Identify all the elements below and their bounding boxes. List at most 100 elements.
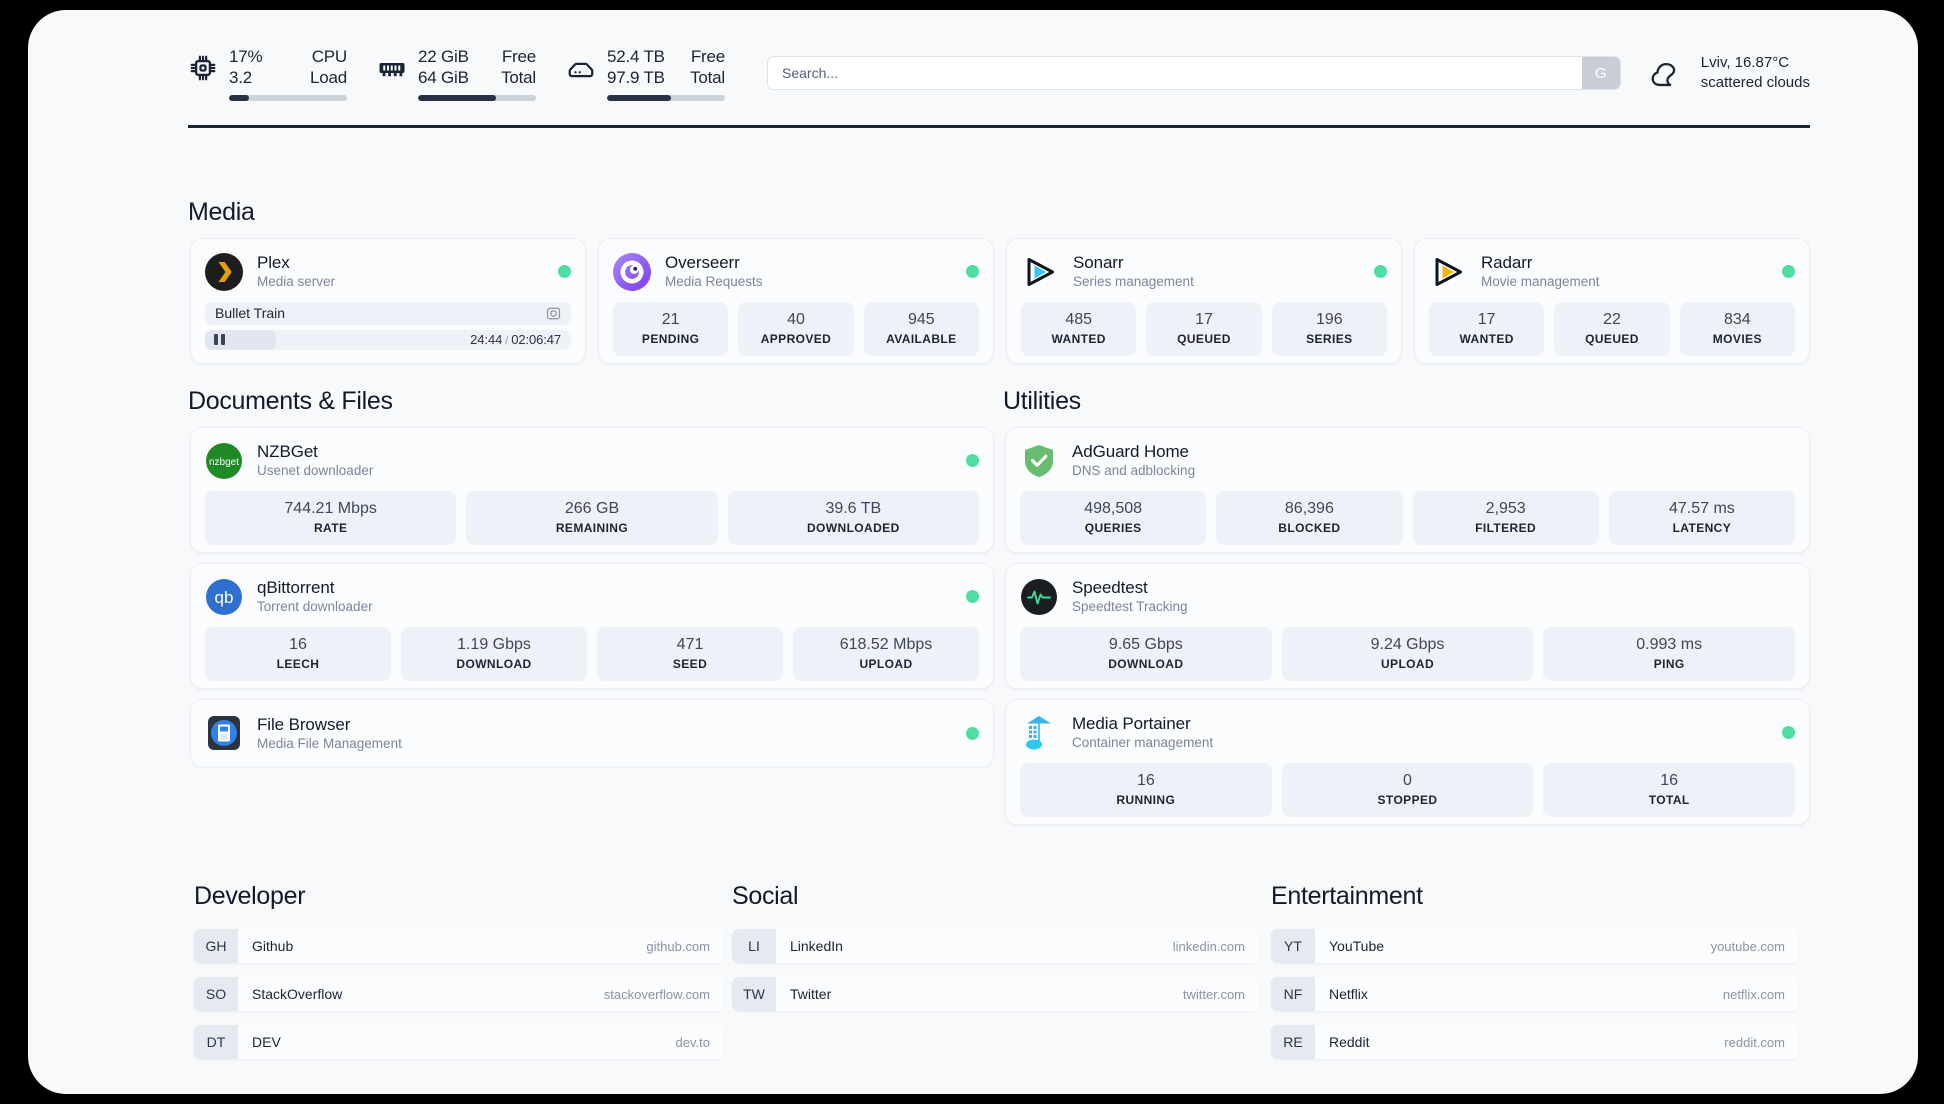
- service-card-filebrowser[interactable]: File Browser Media File Management: [190, 699, 994, 767]
- stat-tile: 9.65 Gbps DOWNLOAD: [1020, 627, 1272, 681]
- tile-label: SEED: [672, 657, 708, 671]
- stat-tiles: 485 WANTED 17 QUEUED 196 SERIES: [1021, 302, 1387, 356]
- tile-value: 196: [1315, 311, 1343, 328]
- bookmark-dev[interactable]: DT DEV dev.to: [194, 1025, 724, 1059]
- bookmark-name: LinkedIn: [790, 938, 843, 954]
- tile-value: 2,953: [1485, 500, 1526, 517]
- tile-value: 16: [289, 636, 307, 653]
- stat-tile: 16 LEECH: [205, 627, 391, 681]
- tile-value: 618.52 Mbps: [839, 636, 933, 653]
- stat-tiles: 744.21 Mbps RATE 266 GB REMAINING 39.6 T…: [205, 491, 979, 545]
- weather-condition: scattered clouds: [1700, 74, 1810, 91]
- bookmark-netflix[interactable]: NF Netflix netflix.com: [1271, 977, 1799, 1011]
- disk-usage-bar: [607, 94, 725, 101]
- bookmark-stackoverflow[interactable]: SO StackOverflow stackoverflow.com: [194, 977, 724, 1011]
- service-card-sonarr[interactable]: Sonarr Series management 485 WANTED 17 Q…: [1006, 238, 1402, 364]
- tile-value: 266 GB: [564, 500, 620, 517]
- tile-label: SERIES: [1306, 332, 1353, 346]
- disk-free-value: 52.4 TB: [607, 46, 665, 66]
- section-title-utilities: Utilities: [1003, 387, 1081, 415]
- plex-icon: [205, 252, 243, 291]
- stat-tile: 17 QUEUED: [1146, 302, 1262, 356]
- tile-label: QUEUED: [1177, 332, 1231, 346]
- tile-label: AVAILABLE: [886, 332, 957, 346]
- pause-icon[interactable]: [214, 334, 225, 346]
- tile-label: DOWNLOAD: [1108, 657, 1184, 671]
- tile-value: 16: [1136, 772, 1155, 789]
- stat-tile: 744.21 Mbps RATE: [205, 491, 457, 545]
- overseerr-icon: [613, 252, 651, 291]
- weather-widget: Lviv, 16.87°C scattered clouds: [1647, 53, 1810, 93]
- service-card-portainer[interactable]: Media Portainer Container management 16 …: [1005, 699, 1810, 825]
- radarr-icon: [1429, 253, 1467, 291]
- bookmark-github[interactable]: GH Github github.com: [194, 929, 724, 963]
- tile-label: WANTED: [1051, 332, 1106, 346]
- cpu-usage-value: 17%: [229, 46, 263, 66]
- stat-tile: 47.57 ms LATENCY: [1608, 491, 1795, 545]
- stat-tile: 196 SERIES: [1271, 302, 1387, 356]
- section-title-developer: Developer: [194, 882, 306, 910]
- bookmark-name: Github: [252, 938, 294, 954]
- bookmark-name: YouTube: [1329, 938, 1385, 954]
- filebrowser-icon: [205, 714, 243, 752]
- stat-tile: 40 APPROVED: [738, 302, 854, 356]
- now-playing-progress[interactable]: 24:44/02:06:47: [205, 329, 571, 350]
- app-subtitle: DNS and adblocking: [1072, 463, 1196, 478]
- svg-text:nzbget: nzbget: [209, 457, 239, 468]
- tile-value: 0.993 ms: [1636, 636, 1703, 653]
- disk-label-top: Free: [690, 46, 725, 66]
- memory-total-value: 64 GiB: [418, 67, 469, 87]
- service-card-plex[interactable]: Plex Media server Bullet Train 24:44/02:…: [190, 238, 586, 364]
- service-card-overseerr[interactable]: Overseerr Media Requests 21 PENDING 40 A…: [598, 238, 994, 364]
- stat-tile: 834 MOVIES: [1679, 302, 1795, 356]
- service-card-qbittorrent[interactable]: qb qBittorrent Torrent downloader 16 LEE…: [190, 563, 994, 689]
- tile-label: STOPPED: [1377, 793, 1438, 807]
- tile-value: 0: [1403, 772, 1412, 789]
- card-header: Media Portainer Container management: [1020, 713, 1795, 752]
- portainer-icon: [1020, 714, 1058, 752]
- bookmark-youtube[interactable]: YT YouTube youtube.com: [1271, 929, 1799, 963]
- app-subtitle: Container management: [1072, 735, 1214, 750]
- tile-value: 9.65 Gbps: [1108, 636, 1183, 653]
- cast-icon[interactable]: [546, 306, 561, 321]
- svg-text:qb: qb: [215, 588, 234, 607]
- bookmark-name: Twitter: [790, 986, 832, 1002]
- bookmark-twitter[interactable]: TW Twitter twitter.com: [732, 977, 1259, 1011]
- stat-tile: 498,508 QUERIES: [1020, 491, 1207, 545]
- memory-free-value: 22 GiB: [418, 46, 469, 66]
- now-playing-row[interactable]: Bullet Train: [205, 302, 571, 325]
- bookmark-url: netflix.com: [1722, 986, 1785, 1002]
- service-card-adguard[interactable]: AdGuard Home DNS and adblocking 498,508 …: [1005, 427, 1810, 553]
- search-engine-button[interactable]: G: [1581, 57, 1620, 89]
- service-card-radarr[interactable]: Radarr Movie management 17 WANTED 22 QUE…: [1414, 238, 1810, 364]
- bookmark-url: dev.to: [675, 1034, 710, 1050]
- weather-location-temp: Lviv, 16.87°C: [1700, 54, 1790, 71]
- tile-value: 22: [1603, 311, 1621, 328]
- adguard-shield-icon: [1020, 442, 1058, 480]
- app-subtitle: Media Requests: [665, 274, 763, 289]
- memory-label-bottom: Total: [501, 67, 536, 87]
- stat-tiles: 17 WANTED 22 QUEUED 834 MOVIES: [1429, 302, 1795, 356]
- stat-tile: 2,953 FILTERED: [1412, 491, 1599, 545]
- cpu-icon: [188, 53, 218, 83]
- search-input[interactable]: [768, 57, 1582, 89]
- bookmark-linkedin[interactable]: LI LinkedIn linkedin.com: [732, 929, 1259, 963]
- bookmark-reddit[interactable]: RE Reddit reddit.com: [1271, 1025, 1799, 1059]
- card-header: nzbget NZBGet Usenet downloader: [205, 441, 979, 480]
- time-separator: /: [505, 335, 509, 348]
- status-badge-online: [966, 454, 979, 467]
- disk-label-bottom: Total: [690, 67, 725, 87]
- section-title-media: Media: [188, 198, 255, 226]
- disk-icon: [566, 53, 596, 83]
- service-card-nzbget[interactable]: nzbget NZBGet Usenet downloader 744.21 M…: [190, 427, 994, 553]
- app-name: Overseerr: [665, 253, 740, 272]
- search-bar[interactable]: G: [767, 56, 1621, 90]
- now-playing-title: Bullet Train: [215, 305, 286, 322]
- stat-tiles: 21 PENDING 40 APPROVED 945 AVAILABLE: [613, 302, 979, 356]
- service-card-speedtest[interactable]: Speedtest Speedtest Tracking 9.65 Gbps D…: [1005, 563, 1810, 689]
- tile-label: REMAINING: [555, 521, 629, 535]
- tile-value: 40: [787, 311, 805, 328]
- status-badge-online: [1782, 726, 1795, 739]
- status-badge-online: [558, 265, 571, 278]
- status-badge-online: [966, 590, 979, 603]
